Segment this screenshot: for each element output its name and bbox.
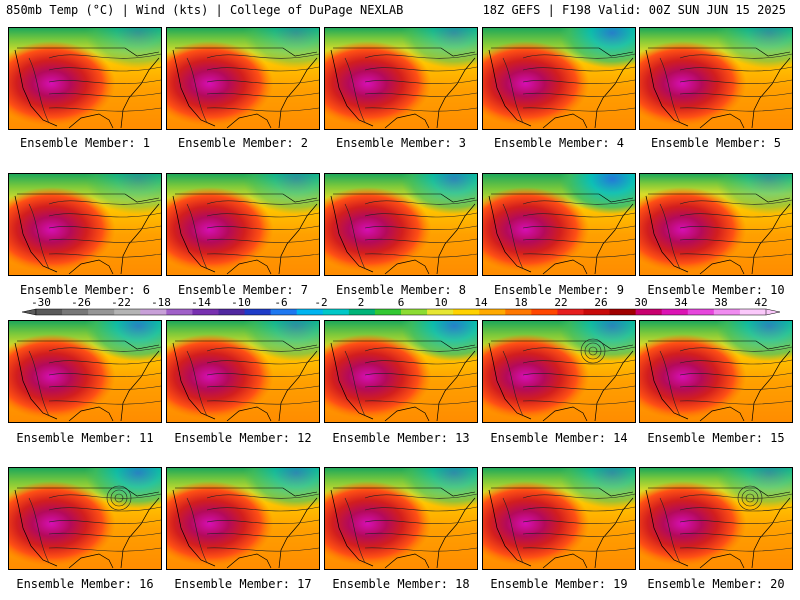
ensemble-panel xyxy=(8,173,162,276)
colorbar-segment xyxy=(557,309,584,315)
ensemble-panel xyxy=(639,320,793,423)
colorbar-segment xyxy=(713,309,741,315)
colorbar-segment xyxy=(374,309,402,315)
colorbar-tick-label: -14 xyxy=(191,297,211,309)
colorbar-segment xyxy=(114,309,141,315)
ensemble-member-label: Ensemble Member: 6 xyxy=(19,283,151,297)
colorbar-tick-label: -18 xyxy=(151,297,171,309)
colorbar-tick-label: 38 xyxy=(714,297,727,309)
colorbar-segment xyxy=(453,309,480,315)
colorbar-segment xyxy=(62,309,89,315)
colorbar-tick-label: 30 xyxy=(634,297,647,309)
colorbar-tick-label: -10 xyxy=(231,297,251,309)
ensemble-panel xyxy=(8,320,162,423)
ensemble-panel xyxy=(166,467,320,570)
colorbar-segment xyxy=(479,309,506,315)
colorbar-segment xyxy=(140,309,167,315)
ensemble-member-label: Ensemble Member: 9 xyxy=(493,283,625,297)
colorbar-tick-label: 6 xyxy=(398,297,405,309)
ensemble-member-label: Ensemble Member: 10 xyxy=(647,283,785,297)
ensemble-panel xyxy=(639,173,793,276)
colorbar-segment xyxy=(739,309,767,315)
ensemble-member-label: Ensemble Member: 2 xyxy=(177,136,309,150)
colorbar-tick-label: -2 xyxy=(314,297,327,309)
colorbar-tick-label: 14 xyxy=(474,297,488,309)
ensemble-panel xyxy=(324,173,478,276)
colorbar-segment xyxy=(583,309,611,315)
ensemble-member-label: Ensemble Member: 13 xyxy=(332,431,470,445)
ensemble-panel xyxy=(482,467,636,570)
colorbar-segment xyxy=(192,309,219,315)
colorbar-segment xyxy=(244,309,272,315)
ensemble-member-label: Ensemble Member: 20 xyxy=(647,577,785,591)
ensemble-member-label: Ensemble Member: 16 xyxy=(16,577,154,591)
ensemble-member-label: Ensemble Member: 1 xyxy=(19,136,151,150)
ensemble-member-label: Ensemble Member: 14 xyxy=(490,431,628,445)
colorbar-segment xyxy=(166,309,193,315)
title-left: 850mb Temp (°C) | Wind (kts) | College o… xyxy=(6,3,404,17)
colorbar-tick-label: 18 xyxy=(514,297,527,309)
ensemble-panel xyxy=(8,27,162,130)
ensemble-panel xyxy=(166,173,320,276)
ensemble-panel xyxy=(8,467,162,570)
ensemble-member-label: Ensemble Member: 15 xyxy=(647,431,785,445)
colorbar-segment xyxy=(218,309,246,315)
colorbar-segment xyxy=(427,309,454,315)
ensemble-member-label: Ensemble Member: 18 xyxy=(332,577,470,591)
colorbar-segment xyxy=(505,309,532,315)
ensemble-panel xyxy=(482,320,636,423)
ensemble-member-label: Ensemble Member: 12 xyxy=(174,431,312,445)
colorbar-tick-label: 26 xyxy=(594,297,607,309)
title-right: 18Z GEFS | F198 Valid: 00Z SUN JUN 15 20… xyxy=(482,3,786,17)
colorbar-segment xyxy=(687,309,715,315)
colorbar-segment xyxy=(609,309,637,315)
colorbar-segment xyxy=(36,309,63,315)
colorbar-segment xyxy=(270,309,298,315)
ensemble-panel xyxy=(166,320,320,423)
colorbar-segment xyxy=(88,309,115,315)
colorbar-segment xyxy=(348,309,376,315)
ensemble-panel xyxy=(324,320,478,423)
colorbar-segment xyxy=(661,309,689,315)
colorbar-segment xyxy=(401,309,428,315)
ensemble-member-label: Ensemble Member: 5 xyxy=(650,136,782,150)
ensemble-panel xyxy=(166,27,320,130)
temperature-colorbar: -30 -26 -22 -18 -14 -10 -6 -2 2 6 10 14 18 22 26 30 34 38… xyxy=(21,297,781,316)
ensemble-panel xyxy=(324,27,478,130)
ensemble-member-label: Ensemble Member: 7 xyxy=(177,283,309,297)
colorbar-tick-label: 10 xyxy=(434,297,447,309)
ensemble-panel xyxy=(324,467,478,570)
colorbar-segment xyxy=(635,309,663,315)
colorbar-tick-label: 2 xyxy=(358,297,365,309)
ensemble-member-label: Ensemble Member: 19 xyxy=(490,577,628,591)
colorbar-segment xyxy=(531,309,558,315)
ensemble-panel xyxy=(482,173,636,276)
colorbar-tick-label: -26 xyxy=(71,297,91,309)
ensemble-member-label: Ensemble Member: 11 xyxy=(16,431,154,445)
ensemble-panel xyxy=(639,27,793,130)
ensemble-member-label: Ensemble Member: 8 xyxy=(335,283,467,297)
colorbar-tick-label: 22 xyxy=(554,297,567,309)
colorbar-tick-label: -30 xyxy=(31,297,51,309)
ensemble-member-label: Ensemble Member: 17 xyxy=(174,577,312,591)
ensemble-panel xyxy=(639,467,793,570)
ensemble-member-label: Ensemble Member: 3 xyxy=(335,136,467,150)
colorbar-segment xyxy=(296,309,324,315)
ensemble-panel xyxy=(482,27,636,130)
colorbar-tick-label: -22 xyxy=(111,297,131,309)
colorbar-tick-label: 34 xyxy=(674,297,688,309)
ensemble-member-label: Ensemble Member: 4 xyxy=(493,136,625,150)
colorbar-segment xyxy=(322,309,350,315)
colorbar-tick-label: 42 xyxy=(754,297,767,309)
colorbar-tick-label: -6 xyxy=(274,297,287,309)
